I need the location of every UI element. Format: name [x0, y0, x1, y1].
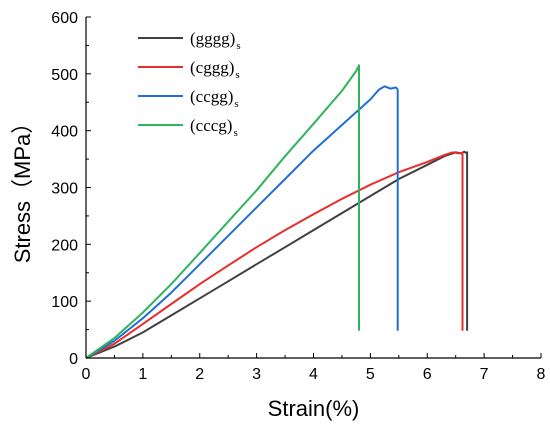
series-line-1 [85, 151, 464, 359]
series-line-3 [85, 64, 360, 359]
legend-label-subscript: s [233, 127, 237, 139]
x-tick-label: 1 [138, 366, 147, 383]
legend-label: (cccg) [190, 116, 232, 135]
x-tick-label: 5 [366, 366, 375, 383]
x-tick-label: 6 [423, 366, 432, 383]
legend-label-subscript: s [236, 40, 240, 52]
legend: (gggg) s(cggg) s(ccgg) s(cccg) s [138, 29, 241, 139]
x-tick-label: 2 [195, 366, 204, 383]
x-tick-label: 0 [82, 366, 91, 383]
y-tick-label: 300 [51, 181, 78, 198]
x-tick-label: 7 [480, 366, 489, 383]
ticks: 0 1 2 3 4 5 6 7 8 0 100 200 300 400 500 600 [51, 10, 545, 383]
series-line-0 [85, 150, 469, 359]
legend-label-subscript: s [235, 69, 239, 81]
legend-label: (cggg) [190, 58, 234, 77]
x-tick-label: 3 [252, 366, 261, 383]
y-tick-label: 400 [51, 124, 78, 141]
y-axis-label: Stress（MPa） [10, 112, 35, 264]
x-tick-label: 8 [537, 366, 546, 383]
y-tick-label: 100 [51, 294, 78, 311]
y-tick-label: 600 [51, 10, 78, 27]
legend-label: (ccgg) [190, 87, 233, 106]
y-tick-label: 500 [51, 67, 78, 84]
y-tick-label: 0 [69, 351, 78, 368]
legend-label: (gggg) [190, 29, 235, 48]
y-tick-label: 200 [51, 237, 78, 254]
x-tick-label: 4 [309, 366, 318, 383]
series-line-2 [85, 85, 399, 359]
x-axis-label: Strain(%) [268, 396, 360, 421]
plot-lines [85, 64, 469, 359]
legend-label-subscript: s [234, 98, 238, 110]
